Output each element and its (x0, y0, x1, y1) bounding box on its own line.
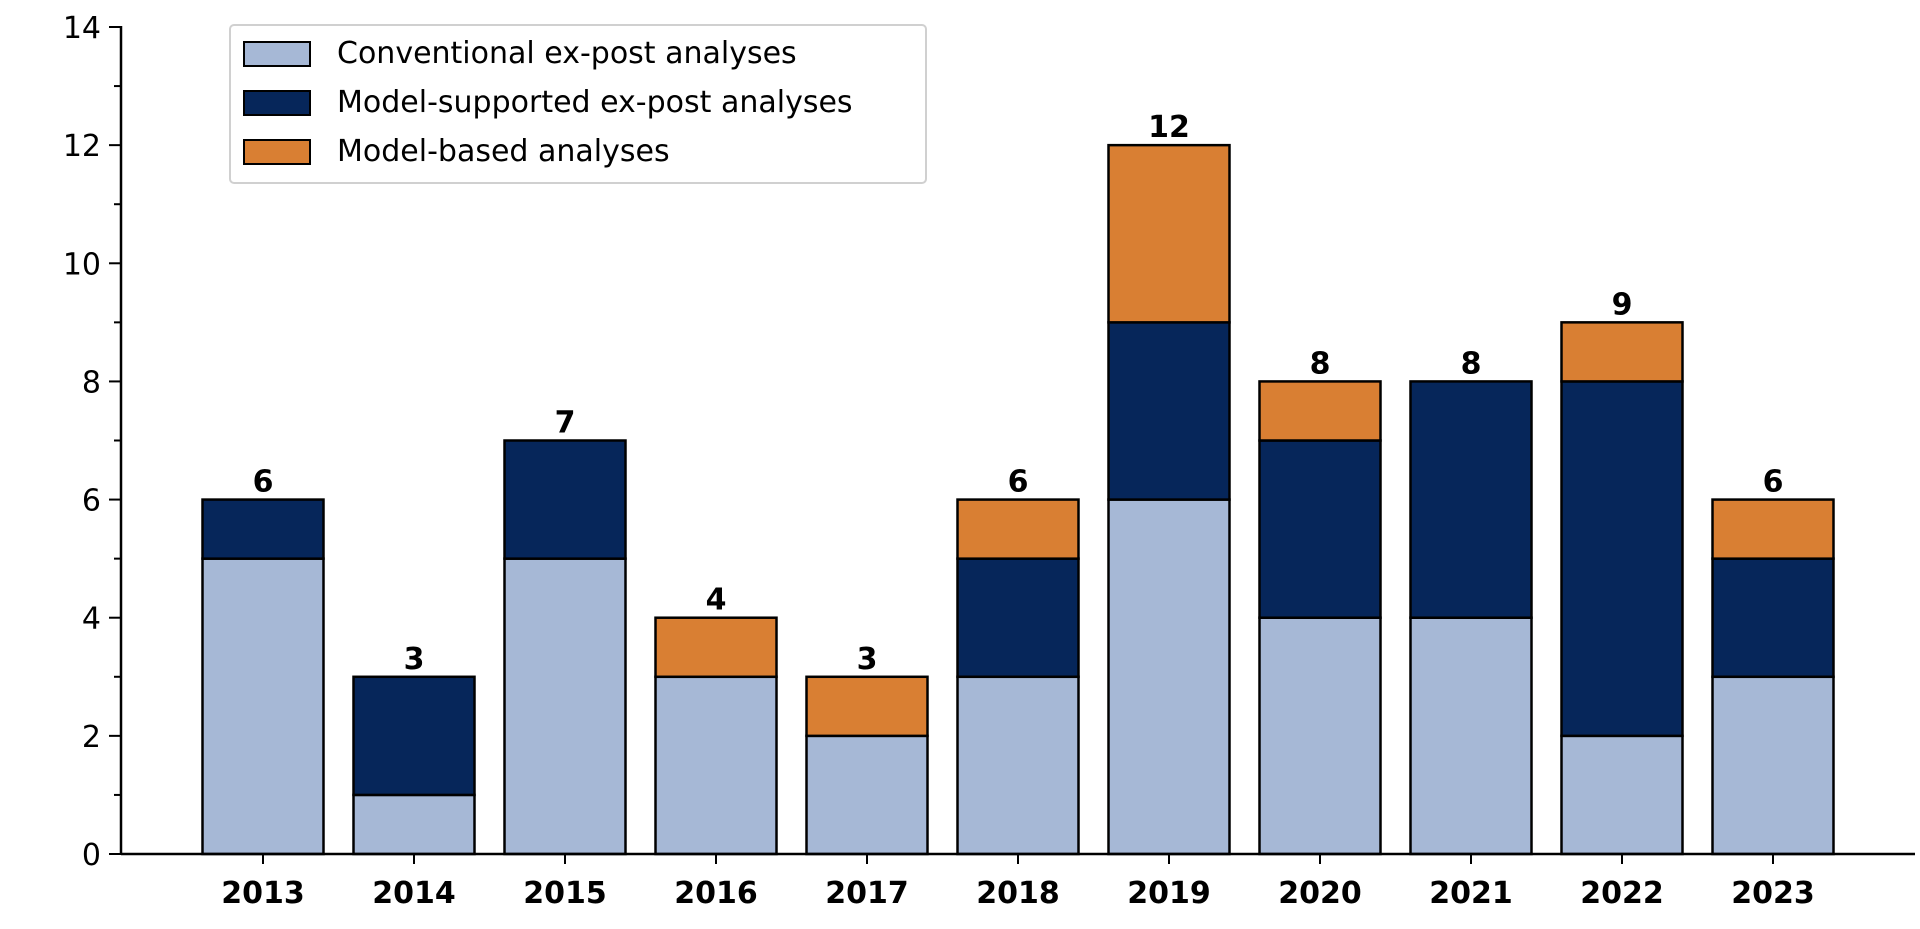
total-label-2020: 8 (1310, 346, 1331, 381)
y-tick-label-12: 12 (63, 129, 101, 164)
bar-segment-2021-series-1 (1409, 380, 1533, 619)
y-tick-label-14: 14 (63, 11, 101, 46)
bar-segment-2018-series-1 (956, 557, 1080, 679)
legend-swatch-0 (243, 41, 311, 67)
bar-segment-2020-series-0 (1258, 616, 1382, 856)
bar-segment-2018-series-2 (956, 498, 1080, 560)
legend-swatch-1 (243, 90, 311, 116)
bar-segment-2023-series-1 (1711, 557, 1835, 679)
bar-segment-2019-series-0 (1107, 498, 1231, 856)
bar-segment-2022-series-1 (1560, 380, 1684, 738)
x-tick-label-2013: 2013 (221, 876, 305, 911)
x-tick-label-2023: 2023 (1731, 876, 1815, 911)
legend-label-1: Model-supported ex-post analyses (337, 85, 853, 120)
bar-segment-2020-series-1 (1258, 439, 1382, 619)
bar-segment-2013-series-0 (201, 557, 325, 856)
legend-label-0: Conventional ex-post analyses (337, 36, 797, 71)
bar-segment-2020-series-2 (1258, 380, 1382, 442)
bar-segment-2019-series-2 (1107, 143, 1231, 324)
x-tick-label-2020: 2020 (1278, 876, 1362, 911)
bar-segment-2022-series-0 (1560, 734, 1684, 856)
axes-group: 2013 2014 2015 2016 2017 2018 2019 2020 2021 2022… (63, 11, 1915, 911)
x-tick-label-2018: 2018 (976, 876, 1060, 911)
bar-segment-2014-series-0 (352, 793, 476, 856)
total-label-2019: 12 (1148, 110, 1190, 145)
y-tick-label-8: 8 (82, 365, 101, 400)
x-tick-label-2022: 2022 (1580, 876, 1664, 911)
bar-segment-2023-series-2 (1711, 498, 1835, 560)
total-labels-group: 6 3 7 4 3 6 12 8 8 9 6 (253, 110, 1784, 677)
bar-segment-2015-series-0 (503, 557, 627, 856)
x-tick-label-2017: 2017 (825, 876, 909, 911)
total-label-2022: 9 (1612, 287, 1633, 322)
total-label-2014: 3 (404, 642, 425, 677)
bar-segment-2019-series-1 (1107, 321, 1231, 501)
bar-segment-2016-series-2 (654, 616, 778, 679)
legend: Conventional ex-post analyses Model-suppo… (229, 24, 927, 184)
bar-segment-2016-series-0 (654, 675, 778, 856)
x-tick-label-2016: 2016 (674, 876, 758, 911)
x-tick-label-2014: 2014 (372, 876, 456, 911)
y-tick-label-4: 4 (82, 602, 101, 637)
y-tick-label-10: 10 (63, 247, 101, 282)
legend-label-2: Model-based analyses (337, 134, 670, 169)
bar-segment-2021-series-0 (1409, 616, 1533, 856)
bar-segment-2018-series-0 (956, 675, 1080, 856)
x-tick-label-2021: 2021 (1429, 876, 1513, 911)
bar-segment-2022-series-2 (1560, 321, 1684, 383)
total-label-2018: 6 (1008, 465, 1029, 500)
x-tick-label-2019: 2019 (1127, 876, 1211, 911)
bars-group (201, 143, 1835, 856)
total-label-2013: 6 (253, 465, 274, 500)
bar-segment-2014-series-1 (352, 675, 476, 797)
legend-frame (229, 24, 927, 184)
y-tick-label-6: 6 (82, 484, 101, 519)
bar-segment-2023-series-0 (1711, 675, 1835, 856)
legend-swatch-2 (243, 139, 311, 165)
bar-segment-2013-series-1 (201, 498, 325, 560)
bar-segment-2017-series-2 (805, 675, 929, 738)
bar-segment-2017-series-0 (805, 734, 929, 856)
total-label-2021: 8 (1461, 346, 1482, 381)
total-label-2016: 4 (706, 583, 727, 618)
y-tick-label-2: 2 (82, 720, 101, 755)
total-label-2017: 3 (857, 642, 878, 677)
total-label-2023: 6 (1763, 465, 1784, 500)
y-tick-label-0: 0 (82, 838, 101, 873)
x-tick-label-2015: 2015 (523, 876, 607, 911)
bar-segment-2015-series-1 (503, 439, 627, 560)
total-label-2015: 7 (555, 406, 576, 441)
